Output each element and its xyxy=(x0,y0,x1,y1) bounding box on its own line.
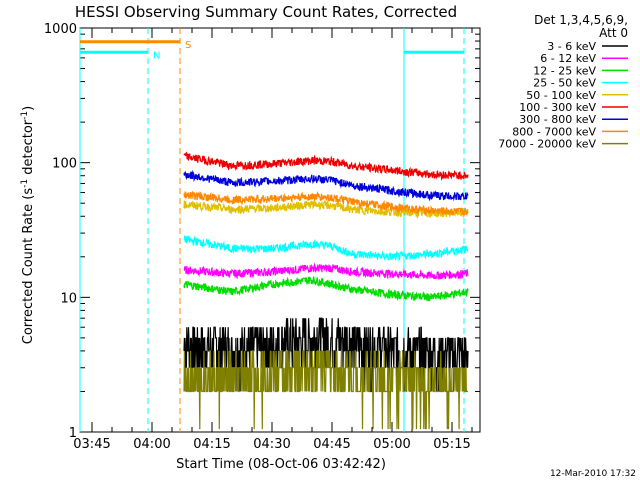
plot-area: 1 10 100 1000 03:45 04:00 04:15 04:30 04:45 05:00… xyxy=(44,22,481,452)
y-label-mid: detector xyxy=(21,119,36,179)
series-6-12-kev xyxy=(183,262,469,280)
series-line xyxy=(183,190,469,219)
y-label-end: ) xyxy=(21,106,36,111)
legend-label: 25 - 50 keV xyxy=(533,77,596,90)
y-tick-label: 1000 xyxy=(44,22,77,37)
y-axis-label: Corrected Count Rate (s-1 detector-1) xyxy=(20,106,36,344)
legend-label: 100 - 300 keV xyxy=(519,101,596,114)
x-tick-label: 05:15 xyxy=(433,437,470,452)
y-tick-label: 1 xyxy=(69,426,77,441)
y-tick-label: 100 xyxy=(52,157,77,172)
series-line xyxy=(183,169,469,202)
series-100-300-kev xyxy=(183,151,469,181)
legend-label: 50 - 100 keV xyxy=(526,89,596,102)
legend-label: 3 - 6 keV xyxy=(547,40,596,53)
series-line xyxy=(183,276,469,302)
x-axis-label: Start Time (08-Oct-06 03:42:42) xyxy=(176,457,386,472)
series-300-800-kev xyxy=(183,169,469,202)
legend-label: 7000 - 20000 keV xyxy=(498,138,596,151)
chart-title: HESSI Observing Summary Count Rates, Cor… xyxy=(75,3,457,21)
x-tick-label: 04:30 xyxy=(253,437,290,452)
legend-label: 6 - 12 keV xyxy=(540,52,596,65)
series-line xyxy=(183,151,469,181)
series-12-25-kev xyxy=(183,276,469,302)
y-tick-label: 10 xyxy=(60,291,77,306)
y-label-main: Corrected Count Rate (s xyxy=(21,188,36,345)
series-line xyxy=(183,350,468,430)
y-label-sup1: -1 xyxy=(20,179,30,188)
legend-label: 12 - 25 keV xyxy=(533,64,596,77)
x-tick-label: 05:00 xyxy=(373,437,410,452)
legend-label: 800 - 7000 keV xyxy=(512,125,596,138)
series-line xyxy=(183,262,469,280)
x-tick-label: 04:15 xyxy=(193,437,230,452)
footer-timestamp: 12-Mar-2010 17:32 xyxy=(550,469,636,479)
series-line xyxy=(183,235,469,262)
x-tick-label: 04:00 xyxy=(133,437,170,452)
y-label-sup2: -1 xyxy=(20,111,30,120)
series-800-7000-kev xyxy=(183,190,469,219)
x-tick-label: 03:45 xyxy=(73,437,110,452)
annotation-label: S xyxy=(185,40,191,51)
series-7000-20000-kev xyxy=(183,350,468,430)
x-tick-label: 04:45 xyxy=(313,437,350,452)
series-25-50-kev xyxy=(183,235,469,262)
legend-header: Det 1,3,4,5,6,9, xyxy=(534,13,628,27)
annotation-label: N xyxy=(153,50,160,61)
legend-label: 300 - 800 keV xyxy=(519,113,596,126)
legend-header-att: Att 0 xyxy=(599,26,628,40)
